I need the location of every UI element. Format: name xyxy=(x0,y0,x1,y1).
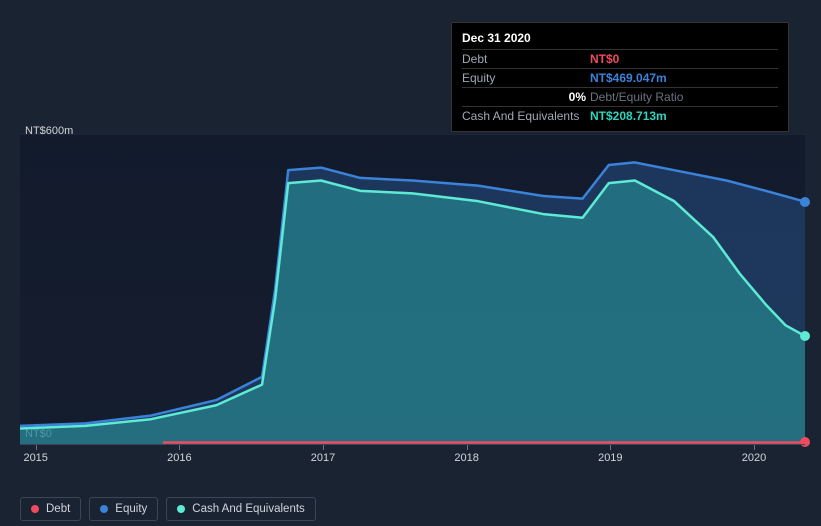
legend-label: Equity xyxy=(115,503,147,515)
xaxis-label: 2019 xyxy=(598,452,622,464)
chart-tooltip: Dec 31 2020 Debt NT$0 Equity NT$469.047m… xyxy=(451,22,789,132)
tooltip-row-cash: Cash And Equivalents NT$208.713m xyxy=(462,106,778,125)
legend-dot-icon xyxy=(31,505,39,513)
xaxis-label: 2015 xyxy=(23,452,47,464)
legend-item-cash-and-equivalents[interactable]: Cash And Equivalents xyxy=(166,497,316,521)
legend-dot-icon xyxy=(177,505,185,513)
tooltip-value: NT$0 xyxy=(590,52,619,66)
legend-label: Cash And Equivalents xyxy=(192,503,305,515)
xaxis-label: 2016 xyxy=(167,452,191,464)
tooltip-value: NT$208.713m xyxy=(590,109,667,123)
tooltip-label: Debt xyxy=(462,52,590,66)
tooltip-row-ratio: 0% Debt/Equity Ratio xyxy=(462,87,778,106)
tooltip-date: Dec 31 2020 xyxy=(462,29,778,49)
end-dot-equity xyxy=(800,197,810,207)
tooltip-ratio-label: Debt/Equity Ratio xyxy=(590,90,683,104)
area-cash-and-equivalents xyxy=(20,181,805,445)
legend-item-equity[interactable]: Equity xyxy=(89,497,158,521)
legend-item-debt[interactable]: Debt xyxy=(20,497,81,521)
tooltip-label: Equity xyxy=(462,71,590,85)
tooltip-ratio-pct: 0% xyxy=(462,90,590,104)
tooltip-label: Cash And Equivalents xyxy=(462,109,590,123)
financial-chart: Dec 31 2020 Debt NT$0 Equity NT$469.047m… xyxy=(20,6,805,521)
legend-label: Debt xyxy=(46,503,70,515)
x-axis-line xyxy=(20,444,805,445)
end-dot-debt xyxy=(800,437,810,447)
xaxis-label: 2018 xyxy=(454,452,478,464)
chart-svg xyxy=(20,134,805,444)
tooltip-row-debt: Debt NT$0 xyxy=(462,49,778,68)
tooltip-row-equity: Equity NT$469.047m xyxy=(462,68,778,87)
end-dot-cash-and-equivalents xyxy=(800,331,810,341)
tooltip-value: NT$469.047m xyxy=(590,71,667,85)
chart-legend: Debt Equity Cash And Equivalents xyxy=(20,497,316,521)
xaxis-label: 2017 xyxy=(311,452,335,464)
legend-dot-icon xyxy=(100,505,108,513)
xaxis-label: 2020 xyxy=(742,452,766,464)
